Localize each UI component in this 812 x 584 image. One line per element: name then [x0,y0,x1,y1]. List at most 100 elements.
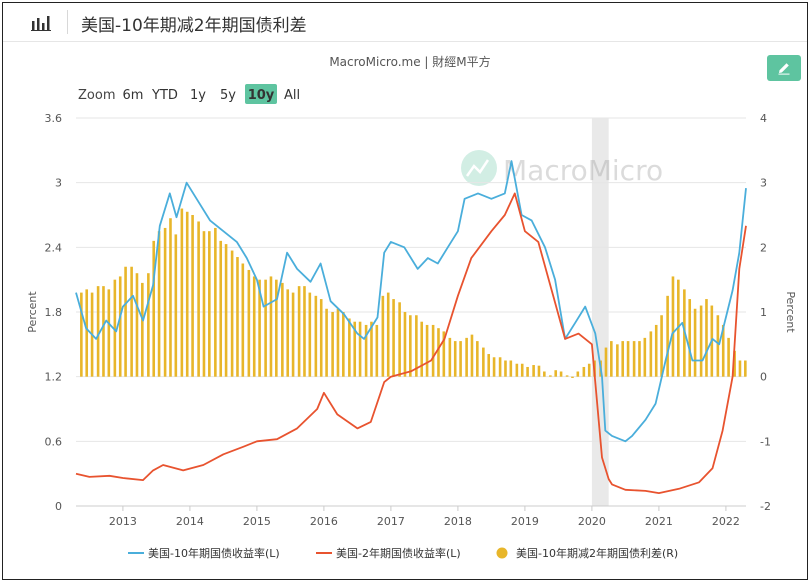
spread-bar [482,347,485,377]
watermark: MacroMicro [461,150,663,187]
spread-bar [191,215,194,377]
header-divider [67,10,68,34]
spread-bar [453,341,457,377]
zoom-option-ytd[interactable]: YTD [151,88,178,103]
spread-bar [202,231,206,377]
edit-button[interactable] [767,55,801,81]
zoom-option-all[interactable]: All [284,88,300,103]
right-axis-title: Percent [784,291,797,333]
right-tick-label: -1 [760,435,771,448]
spread-bar [308,292,312,377]
zoom-option-label: 10y [248,88,275,103]
spread-bar [654,324,658,377]
spread-bar [102,286,105,377]
series-line-10y [75,160,747,443]
legend-item[interactable]: 美国-10年期减2年期国债利差(R) [496,546,679,560]
spread-bar [157,231,161,377]
left-tick-label: 2.4 [45,241,63,254]
spread-bar [297,286,301,377]
spread-bar [325,308,328,377]
spread-bar [520,363,524,377]
spread-bar [626,341,630,377]
pencil-icon [778,63,790,75]
spread-bar [197,221,200,377]
spread-bar [336,308,340,377]
spread-bar [431,324,435,377]
spread-bar [275,279,278,377]
zoom-label: Zoom [78,88,115,103]
spread-bar [314,295,318,377]
spread-bar [96,286,100,377]
x-tick-label: 2019 [511,515,539,528]
source-label: MacroMicro.me | 財經M平方 [329,54,490,69]
spread-bar [286,289,290,377]
left-tick-label: 3.6 [45,112,63,125]
spread-bar [163,227,167,377]
spread-bar [219,240,223,377]
spread-bar [169,218,172,377]
spread-bar [727,337,730,377]
legend-item[interactable]: 美国-10年期国债收益率(L) [128,546,280,560]
spread-bar [582,366,586,377]
spread-bar [537,365,541,377]
spread-bar [509,360,513,377]
left-axis-title: Percent [26,291,39,333]
right-tick-label: 4 [760,112,767,125]
spread-bar [470,334,474,377]
spread-bar [610,341,613,377]
spread-bar [425,324,429,377]
spread-bar [214,227,217,377]
right-tick-label: -2 [760,500,771,513]
spread-bar [230,250,234,377]
zoom-option-5y[interactable]: 5y [220,88,236,103]
left-tick-label: 0 [55,500,62,513]
spread-bar [303,286,306,377]
spread-bar [565,375,569,377]
spread-bar [459,341,462,377]
zoom-option-label: All [284,88,300,103]
x-tick-label: 2015 [243,515,271,528]
spread-bar [364,324,368,377]
spread-bar [141,282,144,377]
x-tick-label: 2013 [109,515,137,528]
spread-bar [118,276,122,377]
spread-bar [532,365,535,377]
zoom-option-label: 5y [220,88,236,103]
spread-bar [180,208,184,377]
spread-bar [342,312,345,377]
spread-bar [671,276,675,377]
left-tick-label: 3 [55,177,62,190]
spread-bar [649,331,653,377]
spread-bar [113,279,117,377]
spread-bar [721,324,725,377]
legend-circle-marker [496,547,508,559]
legend-item[interactable]: 美国-2年期国债收益率(L) [316,546,461,560]
zoom-selected-bg [245,84,277,104]
spread-bar [370,321,373,377]
right-tick-label: 0 [760,371,767,384]
spread-bar [85,289,89,377]
left-tick-label: 0.6 [45,435,63,448]
spread-bar [504,360,507,377]
spread-bar [420,321,424,377]
spread-bar [185,211,189,377]
spread-bar [224,244,228,377]
zoom-option-6m[interactable]: 6m [123,88,144,103]
spread-bar [643,337,647,377]
zoom-option-1y[interactable]: 1y [190,88,206,103]
spread-bar [559,371,563,377]
spread-bar [147,273,150,377]
x-tick-label: 2021 [645,515,673,528]
right-tick-label: 2 [760,241,767,254]
spread-bar [152,240,156,377]
spread-bar [604,347,608,377]
spread-bar [515,363,519,377]
zoom-option-10y[interactable]: 10y [245,84,277,104]
spread-bar [247,269,251,377]
zoom-option-label: YTD [151,88,178,103]
x-tick-label: 2020 [578,515,606,528]
right-tick-label: 1 [760,306,767,319]
spread-bar [498,357,502,377]
spread-bar [733,350,736,377]
spread-bar [208,231,211,377]
